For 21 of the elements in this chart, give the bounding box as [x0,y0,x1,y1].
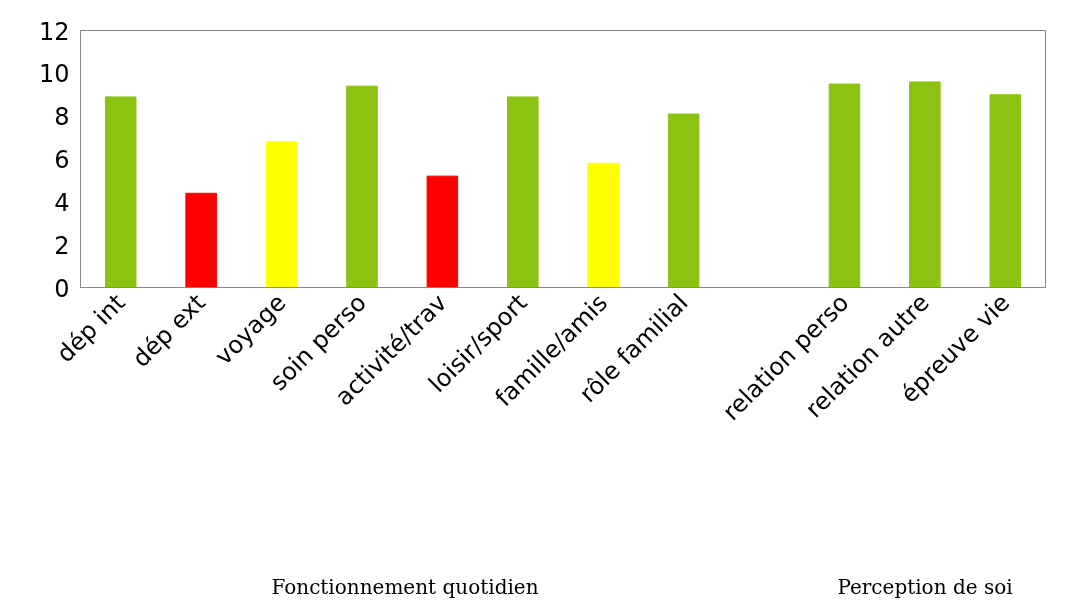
y-tick-label: 8 [54,103,70,132]
y-tick-label: 0 [54,274,70,303]
bar [346,85,378,288]
text: Perception de soi [837,574,1013,601]
text: Fonctionnement quotidien [271,574,539,601]
bar [426,175,459,288]
bar [667,113,700,288]
y-tick-label: 10 [38,60,70,89]
y-tick-label: 4 [54,188,70,217]
bar [265,141,298,288]
bar [909,81,941,288]
bar [507,96,539,288]
bar [989,94,1022,288]
bar [185,192,217,288]
bar [828,83,861,288]
y-tick-label: 12 [38,17,70,46]
x-tick-label: dép ext [127,288,212,373]
bar [587,162,619,288]
bar [104,96,137,288]
y-tick-label: 2 [54,231,70,260]
y-tick-label: 6 [54,146,70,174]
